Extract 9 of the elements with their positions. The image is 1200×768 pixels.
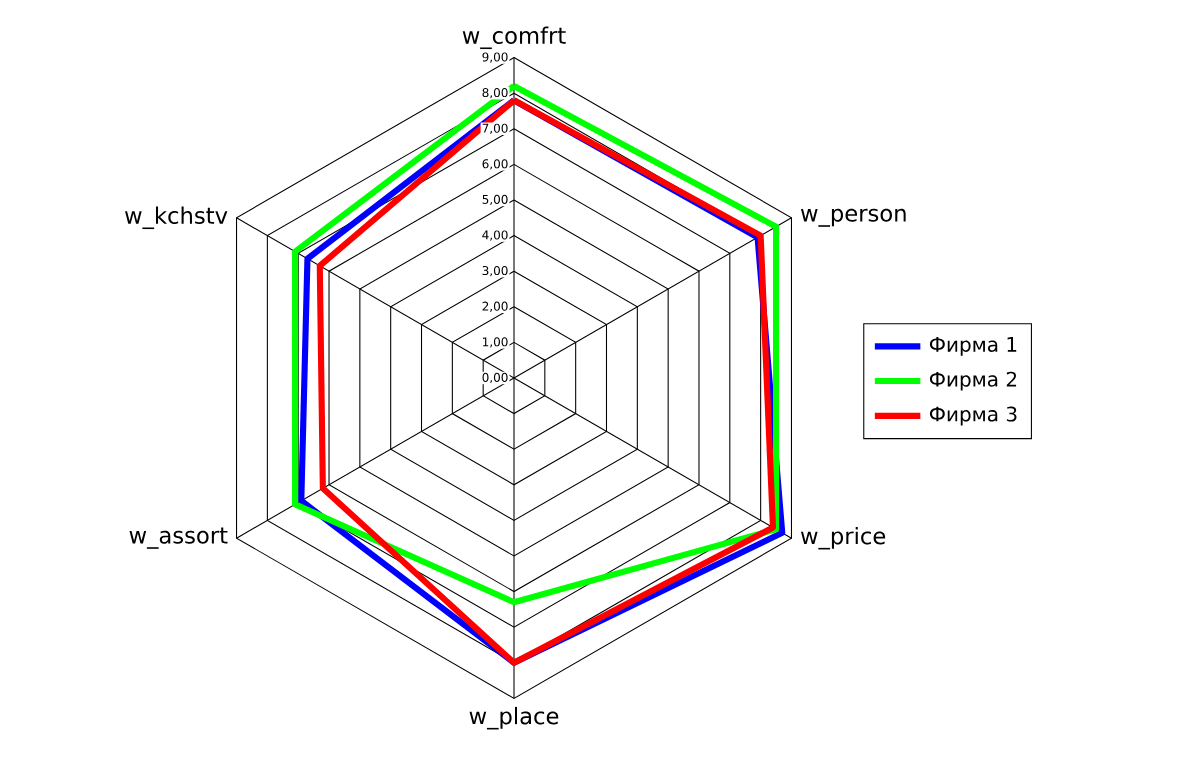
spoke-label: w_price xyxy=(800,526,886,550)
spoke-label: w_person xyxy=(800,208,906,227)
spoke-label: w_comfrt xyxy=(462,26,566,50)
legend-label: Фирма 2 xyxy=(929,371,1017,391)
spoke-label: w_place xyxy=(469,706,559,730)
legend-label: Фирма 1 xyxy=(929,337,1017,356)
spoke-label: w_kchstv xyxy=(125,206,228,230)
spoke-label: w_assort xyxy=(129,527,228,549)
legend-label: Фирма 3 xyxy=(929,406,1017,426)
